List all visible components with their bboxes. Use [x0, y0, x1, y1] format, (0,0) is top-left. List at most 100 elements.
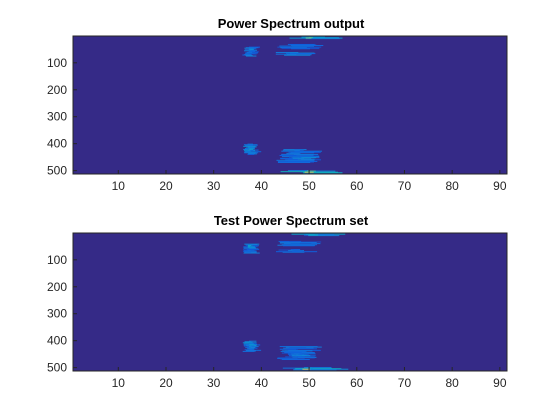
heatmap-cell	[244, 47, 254, 49]
heatmap-cell	[244, 152, 259, 154]
x-tick-label: 10	[112, 179, 126, 193]
heatmap-cell	[285, 160, 314, 162]
heatmap-cell	[244, 150, 251, 152]
y-tick-label: 200	[47, 83, 67, 97]
heatmap-cell	[282, 350, 313, 352]
heatmap-cell	[290, 249, 301, 251]
heatmap-cell	[290, 152, 315, 154]
heatmap-cell	[250, 50, 255, 52]
heatmap-cell	[242, 54, 252, 56]
heatmap-cell	[244, 151, 257, 153]
heatmap-cell	[244, 341, 251, 343]
heatmap-cell	[292, 250, 303, 252]
heatmap-cell	[307, 170, 316, 172]
y-tick-label: 500	[47, 164, 67, 178]
y-tick-label: 200	[47, 280, 67, 294]
heatmap-cell	[305, 37, 312, 39]
heatmap-cell	[249, 53, 257, 55]
x-tick-label: 20	[159, 179, 173, 193]
heatmap-cell	[302, 368, 311, 370]
heatmap-cell	[303, 368, 313, 370]
heatmap-cell	[245, 252, 252, 254]
heatmap-cell	[249, 245, 259, 247]
heatmap-cell	[250, 345, 255, 347]
heatmap-cell	[283, 149, 307, 151]
heatmap-cell	[291, 353, 300, 355]
heatmap-cell	[291, 48, 311, 50]
heatmap-cell	[295, 368, 342, 370]
heatmap-cell	[249, 340, 257, 342]
heatmap-cell	[248, 152, 255, 154]
heatmap-cell	[244, 147, 250, 149]
heatmap-cell	[243, 149, 251, 151]
heatmap-cell	[246, 248, 260, 250]
heatmap-cell	[289, 347, 307, 349]
heatmap-cell	[290, 45, 324, 47]
heatmap-cell	[280, 358, 305, 360]
heatmap-cell	[279, 242, 317, 244]
heatmap-cell	[287, 43, 315, 45]
y-tick-label: 400	[47, 137, 67, 151]
heatmap-cell	[244, 53, 251, 55]
heatmap-cell	[297, 356, 317, 358]
heatmap-cell	[293, 369, 337, 371]
heatmap-cell	[249, 47, 256, 49]
heatmap-cell	[283, 243, 321, 245]
heatmap-cell	[289, 52, 315, 54]
heatmap-cell	[277, 244, 316, 246]
heatmap-cell	[250, 146, 253, 148]
heatmap-cell	[281, 153, 319, 155]
heatmap-cell	[294, 368, 349, 370]
x-tick-label: 30	[207, 179, 221, 193]
heatmap-cell	[281, 352, 302, 354]
x-tick-label: 60	[350, 376, 364, 390]
heatmap-cell	[308, 234, 319, 236]
heatmap-cell	[282, 251, 305, 253]
axes-frame	[72, 35, 508, 175]
heatmap-cell	[280, 158, 304, 160]
heatmap-cell	[281, 359, 310, 361]
y-tick-label: 400	[47, 334, 67, 348]
y-tick-label: 300	[47, 110, 67, 124]
heatmap-cell	[278, 240, 302, 242]
heatmap-cell	[308, 36, 314, 38]
heatmap-cell	[305, 38, 340, 40]
heatmap-cell	[245, 350, 256, 352]
heatmap-cell	[247, 153, 255, 155]
heatmap-cell	[247, 143, 253, 145]
heatmap-cell	[304, 367, 312, 369]
heatmap-cell	[246, 349, 262, 351]
heatmap-cell	[288, 349, 321, 351]
heatmap-cell	[242, 350, 255, 352]
heatmap-cell	[245, 148, 252, 150]
heatmap-cell	[243, 246, 250, 248]
heatmap-cell	[249, 342, 257, 344]
heatmap-cell	[243, 145, 256, 147]
heatmap-cell	[243, 250, 257, 252]
heatmap-cell	[245, 145, 253, 147]
heatmap-cell	[288, 250, 305, 252]
heatmap-cell	[242, 342, 257, 344]
x-tick-label: 60	[350, 179, 364, 193]
heatmap-cell	[275, 251, 318, 253]
heatmap-cell	[250, 344, 255, 346]
heatmap-cell	[275, 53, 297, 55]
y-tick-label: 100	[47, 253, 67, 267]
heatmap-cell	[294, 149, 304, 151]
x-tick-label: 90	[493, 179, 507, 193]
x-tick-label: 50	[302, 376, 316, 390]
heatmap-cell	[249, 148, 254, 150]
x-tick-label: 90	[493, 376, 507, 390]
x-tick-label: 70	[398, 376, 412, 390]
heatmap-cell	[250, 149, 256, 151]
heatmap-cell	[248, 50, 256, 52]
heatmap-cell	[242, 249, 255, 251]
heatmap-cell	[248, 148, 254, 150]
heatmap-cell	[293, 155, 320, 157]
heatmap-cell	[284, 349, 298, 351]
heatmap-cell	[281, 150, 323, 152]
heatmap-cell	[245, 55, 253, 57]
heatmap-cell	[250, 49, 254, 51]
heatmap-cell	[280, 171, 308, 173]
heatmap-cell	[296, 354, 307, 356]
